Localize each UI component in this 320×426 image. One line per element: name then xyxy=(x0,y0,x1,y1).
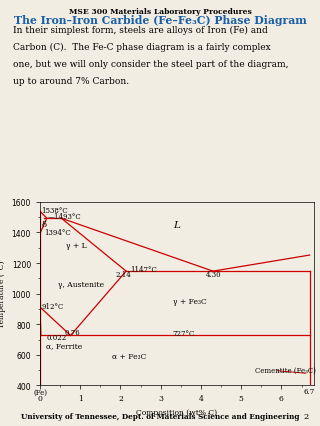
Text: 1394°C: 1394°C xyxy=(44,229,71,237)
Text: MSE 300 Materials Laboratory Procedures: MSE 300 Materials Laboratory Procedures xyxy=(68,8,252,16)
Text: 1147°C: 1147°C xyxy=(131,265,157,273)
Text: one, but we will only consider the steel part of the diagram,: one, but we will only consider the steel… xyxy=(13,60,288,69)
Text: 4.30: 4.30 xyxy=(206,271,221,279)
Text: Cementite (Fe₃C): Cementite (Fe₃C) xyxy=(255,366,316,374)
Text: γ, Austenite: γ, Austenite xyxy=(58,281,104,289)
Text: 727°C: 727°C xyxy=(173,330,195,338)
Text: The Iron–Iron Carbide (Fe–Fe₃C) Phase Diagram: The Iron–Iron Carbide (Fe–Fe₃C) Phase Di… xyxy=(14,14,306,26)
Text: 1538°C: 1538°C xyxy=(41,206,68,214)
Y-axis label: Temperature (°C): Temperature (°C) xyxy=(0,260,6,328)
Text: (Fe): (Fe) xyxy=(33,388,47,396)
X-axis label: Composition (wt% C): Composition (wt% C) xyxy=(136,408,217,416)
Text: 0.76: 0.76 xyxy=(64,328,80,336)
Text: up to around 7% Carbon.: up to around 7% Carbon. xyxy=(13,77,129,86)
Text: α, Ferrite: α, Ferrite xyxy=(46,341,83,349)
Text: α + Fe₃C: α + Fe₃C xyxy=(112,352,147,360)
Text: 0.022: 0.022 xyxy=(46,333,67,341)
Text: In their simplest form, steels are alloys of Iron (Fe) and: In their simplest form, steels are alloy… xyxy=(13,26,268,35)
Text: 912°C: 912°C xyxy=(42,302,64,310)
Text: L: L xyxy=(173,221,180,230)
Text: γ + Fe₃C: γ + Fe₃C xyxy=(173,297,206,305)
Text: 2: 2 xyxy=(304,412,309,420)
Text: γ + L: γ + L xyxy=(66,241,87,249)
Text: 6.7: 6.7 xyxy=(304,387,315,395)
Text: δ: δ xyxy=(42,221,47,228)
Text: 2.14: 2.14 xyxy=(116,271,132,279)
Text: Carbon (C).  The Fe-C phase diagram is a fairly complex: Carbon (C). The Fe-C phase diagram is a … xyxy=(13,43,270,52)
Text: —1493°C: —1493°C xyxy=(48,213,82,221)
Text: University of Tennessee, Dept. of Materials Science and Engineering: University of Tennessee, Dept. of Materi… xyxy=(21,412,299,420)
